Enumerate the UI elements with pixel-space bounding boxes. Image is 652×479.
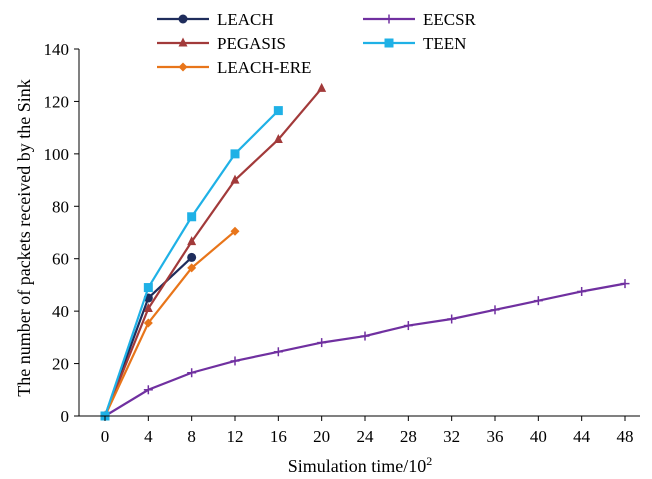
data-point-eecsr xyxy=(360,331,370,341)
legend-item-pegasis: PEGASIS xyxy=(157,34,286,53)
data-point-teen xyxy=(230,149,240,159)
legend-marker xyxy=(384,14,394,24)
y-tick-label: 0 xyxy=(61,407,70,426)
x-axis-title-text: Simulation time/10 xyxy=(288,456,427,476)
data-point-eecsr xyxy=(187,368,197,378)
data-point-leach-ere xyxy=(187,263,197,273)
x-axis-title-superscript: 2 xyxy=(426,454,432,468)
series-line-pegasis xyxy=(103,87,323,417)
data-point-teen xyxy=(273,106,283,116)
x-tick-label: 32 xyxy=(443,427,460,446)
data-point-eecsr xyxy=(447,314,457,324)
y-tick-label: 140 xyxy=(44,40,70,59)
data-point-leach-ere xyxy=(143,318,153,328)
y-tick-label: 40 xyxy=(52,302,69,321)
legend-label: LEACH xyxy=(217,10,274,29)
legend-item-leach-ere: LEACH-ERE xyxy=(157,58,311,77)
x-tick-label: 4 xyxy=(144,427,153,446)
data-point-pegasis xyxy=(273,133,283,143)
x-tick-label: 44 xyxy=(573,427,591,446)
x-tick-label: 8 xyxy=(187,427,196,446)
x-axis-title: Simulation time/102 xyxy=(288,454,433,476)
x-tick-label: 48 xyxy=(617,427,634,446)
y-tick-label: 80 xyxy=(52,197,69,216)
plot-area xyxy=(100,82,630,421)
data-point-pegasis xyxy=(187,236,197,246)
data-point-eecsr xyxy=(230,356,240,366)
x-tick-label: 12 xyxy=(227,427,244,446)
series-eecsr xyxy=(100,279,630,421)
data-point-eecsr xyxy=(490,305,500,315)
data-point-pegasis xyxy=(143,303,153,313)
x-tick-label: 0 xyxy=(101,427,110,446)
series-line-eecsr xyxy=(104,282,626,417)
data-point-teen xyxy=(143,283,153,293)
x-tick-label: 28 xyxy=(400,427,417,446)
data-point-eecsr xyxy=(620,279,630,289)
data-point-pegasis xyxy=(230,174,240,184)
data-point-pegasis xyxy=(317,82,327,92)
legend-label: PEGASIS xyxy=(217,34,286,53)
data-point-teen xyxy=(187,212,197,222)
data-point-eecsr xyxy=(403,321,413,331)
series-leach-ere xyxy=(100,226,240,421)
legend-marker xyxy=(178,14,188,24)
series-pegasis xyxy=(100,82,327,420)
x-tick-label: 20 xyxy=(313,427,330,446)
data-point-leach xyxy=(187,252,197,262)
legend-label: LEACH-ERE xyxy=(217,58,311,77)
data-point-eecsr xyxy=(533,296,543,306)
y-tick-label: 100 xyxy=(44,145,70,164)
x-tick-label: 16 xyxy=(270,427,287,446)
data-point-eecsr xyxy=(273,347,283,357)
data-point-leach-ere xyxy=(230,226,240,236)
legend-item-eecsr: EECSR xyxy=(363,10,477,29)
legend-marker xyxy=(178,62,188,72)
legend-label: TEEN xyxy=(423,34,466,53)
x-tick-label: 40 xyxy=(530,427,547,446)
legend-marker xyxy=(384,38,394,48)
y-axis-title: The number of packets received by the Si… xyxy=(14,79,34,396)
legend-marker xyxy=(178,37,188,47)
y-tick-label: 120 xyxy=(44,92,70,111)
data-point-eecsr xyxy=(143,385,153,395)
x-tick-label: 24 xyxy=(357,427,375,446)
series-line-leach-ere xyxy=(104,230,236,417)
y-tick-label: 20 xyxy=(52,355,69,374)
legend-label: EECSR xyxy=(423,10,477,29)
data-point-eecsr xyxy=(577,286,587,296)
legend-item-leach: LEACH xyxy=(157,10,274,29)
data-point-eecsr xyxy=(317,338,327,348)
legend: LEACH PEGASIS LEACH-ERE EECSR TEEN xyxy=(157,10,477,77)
y-tick-label: 60 xyxy=(52,250,69,269)
legend-item-teen: TEEN xyxy=(363,34,466,53)
x-tick-label: 36 xyxy=(487,427,504,446)
